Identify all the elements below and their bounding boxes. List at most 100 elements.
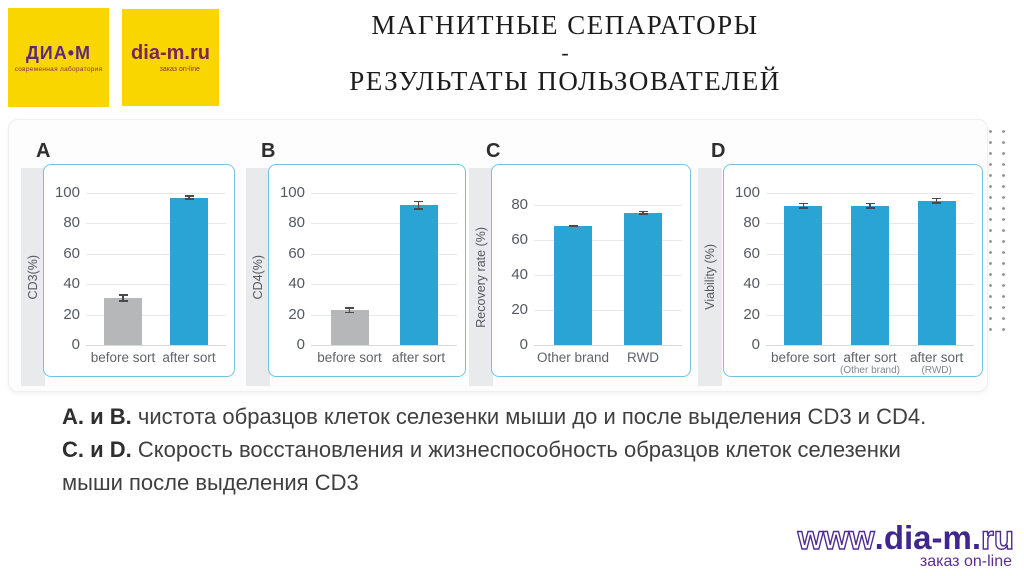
error-bar-cap — [414, 200, 423, 203]
x-category-label: Other brand — [536, 350, 610, 365]
chart-d-plot: 0 20 40 60 80 100 before sort after sort (Other … — [723, 164, 983, 377]
error-bar-cap — [118, 300, 128, 302]
y-tick-label: 40 — [743, 275, 760, 293]
x-category-label: before sort — [90, 350, 156, 365]
bar-before-sort — [784, 205, 823, 345]
error-bar-cap — [798, 207, 808, 209]
figure-caption: A. и B. чистота образцов клеток селезенк… — [62, 400, 992, 499]
gridline-0 — [766, 345, 974, 346]
error-bar-cap — [184, 198, 194, 200]
gridline-40 — [534, 275, 682, 276]
diam-logo-subtitle: современная лаборатория — [14, 65, 103, 73]
y-tick-label: 60 — [511, 231, 528, 248]
error-bar-cap — [865, 202, 875, 205]
y-tick-label: 80 — [743, 214, 760, 232]
x-category-label: after sort — [391, 350, 446, 365]
caption-line-2: C. и D. Скорость восстановления и жизнес… — [62, 437, 901, 462]
bar-other-brand — [554, 226, 592, 345]
chart-c-ylabel-strip: Recovery rate (%) — [469, 168, 493, 386]
chart-c-plot: 0 20 40 60 80 Other brand RWD — [491, 164, 691, 377]
y-tick-label: 40 — [511, 266, 528, 283]
gridline-100 — [86, 193, 226, 194]
chart-c-ylabel: Recovery rate (%) — [474, 226, 488, 328]
gridline-20 — [86, 314, 226, 316]
y-tick-label: 60 — [743, 244, 760, 262]
slide-title-line2: РЕЗУЛЬТАТЫ ПОЛЬЗОВАТЕЛЕЙ — [349, 66, 781, 96]
error-bar-cap — [118, 294, 128, 296]
gridline-80 — [534, 205, 682, 206]
chart-a-plot: 0 20 40 60 80 100 before sort after sort — [43, 164, 235, 377]
gridline-40 — [86, 284, 226, 286]
error-bar-cap — [798, 202, 808, 205]
x-category-label: after sort (RWD) — [882, 350, 982, 376]
y-tick-label: 80 — [511, 196, 528, 213]
error-bar — [642, 210, 644, 215]
gridline-60 — [86, 253, 226, 255]
gridline-80 — [86, 223, 226, 225]
gridline-60 — [534, 240, 682, 241]
x-category-label: before sort — [771, 350, 836, 365]
error-bar-cap — [932, 202, 942, 204]
y-tick-label: 100 — [279, 184, 305, 201]
x-category-sublabel: (RWD) — [921, 365, 952, 376]
error-bar-cap — [414, 208, 423, 210]
dots-decoration — [981, 123, 1007, 333]
y-tick-label: 20 — [288, 305, 305, 323]
y-tick-label: 100 — [734, 184, 760, 201]
y-tick-label: 0 — [296, 336, 305, 353]
chart-a-ylabel: CD3(%) — [26, 254, 40, 300]
bar-before-sort — [104, 297, 142, 345]
charts-panel: A CD3(%) 0 20 40 60 80 100 before sort after so… — [8, 119, 988, 392]
diam-logo: ДИА•М современная лаборатория — [8, 8, 109, 107]
error-bar — [122, 294, 124, 302]
bar-after-sort — [851, 205, 889, 345]
caption-line-1: A. и B. чистота образцов клеток селезенк… — [62, 404, 927, 429]
error-bar — [802, 202, 805, 209]
slide-title-line1: МАГНИТНЫЕ СЕПАРАТОРЫ — [371, 10, 759, 40]
y-tick-label: 20 — [511, 301, 528, 318]
footer-site-logo: www.dia-m.ru заказ on-line — [797, 519, 1015, 571]
error-bar-cap — [865, 207, 875, 209]
slide-title-separator: - — [561, 40, 569, 65]
bar-before-sort — [330, 310, 369, 345]
y-tick-label: 0 — [751, 336, 760, 353]
diam-ru-logo: dia-m.ru заказ on-line — [122, 9, 219, 106]
chart-d-ylabel: Viability (%) — [703, 244, 717, 310]
gridline-20 — [311, 314, 457, 316]
chart-b-plot: 0 20 40 60 80 100 before sort after sort — [268, 164, 466, 377]
bar-after-sort — [399, 205, 438, 345]
y-tick-label: 0 — [71, 336, 80, 353]
error-bar-cap — [638, 210, 648, 213]
error-bar-cap — [345, 311, 354, 314]
x-category-label: before sort — [317, 350, 382, 365]
x-category-label: after sort — [162, 350, 216, 365]
footer-url: www.dia-m.ru — [797, 519, 1015, 556]
y-tick-label: 80 — [63, 214, 80, 232]
error-bar-cap — [184, 195, 194, 197]
y-tick-label: 40 — [63, 275, 80, 293]
gridline-100 — [311, 193, 457, 194]
chart-b-ylabel-strip: CD4(%) — [246, 168, 270, 386]
gridline-0 — [534, 345, 682, 346]
bar-after-sort — [917, 200, 956, 345]
y-tick-label: 20 — [63, 305, 80, 323]
chart-d-letter: D — [711, 140, 726, 162]
gridline-0 — [86, 345, 226, 346]
diam-ru-logo-subtitle: заказ on-line — [159, 66, 200, 73]
gridline-80 — [311, 223, 457, 225]
x-category-sublabel: (Other brand) — [839, 365, 901, 376]
y-tick-label: 60 — [63, 244, 80, 262]
error-bar — [935, 197, 938, 204]
diam-ru-logo-title: dia-m.ru — [131, 42, 210, 64]
bar-after-sort — [170, 197, 208, 345]
bar-rwd — [624, 212, 662, 345]
chart-d-ylabel-strip: Viability (%) — [698, 168, 722, 386]
chart-b-ylabel: CD4(%) — [251, 254, 265, 300]
error-bar-cap — [638, 213, 648, 215]
chart-b-letter: B — [261, 140, 276, 162]
error-bar — [348, 307, 351, 314]
gridline-100 — [766, 193, 974, 194]
error-bar-cap — [568, 224, 578, 227]
gridline-40 — [311, 284, 457, 286]
y-tick-label: 20 — [743, 305, 760, 323]
